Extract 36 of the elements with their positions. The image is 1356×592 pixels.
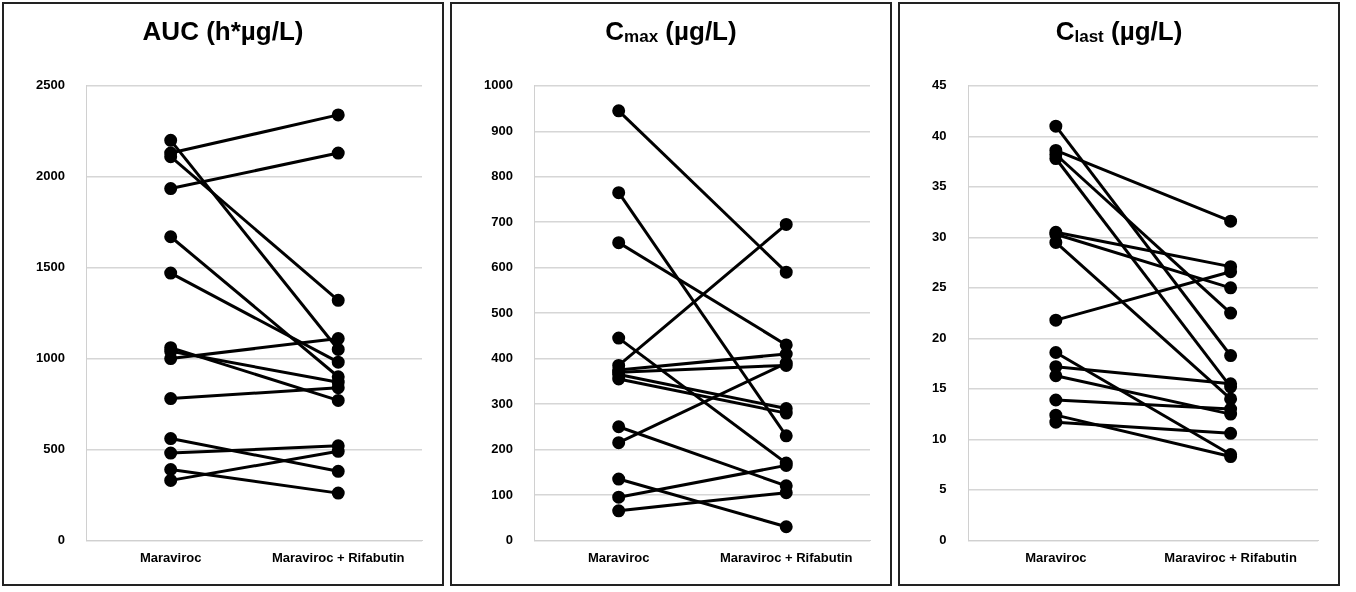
y-tick-label: 0 — [505, 531, 513, 547]
y-tick-label: 800 — [491, 168, 513, 184]
y-tick-label: 35 — [931, 178, 947, 194]
y-tick-label: 25 — [931, 279, 947, 295]
y-tick-label: 1000 — [36, 350, 65, 366]
y-tick-label: 500 — [43, 441, 65, 457]
y-tick-label: 500 — [491, 304, 513, 320]
y-tick-label: 1500 — [36, 259, 65, 275]
y-tick-label: 5 — [939, 481, 947, 497]
y-tick-label: 40 — [931, 127, 947, 143]
y-tick-label: 700 — [491, 213, 513, 229]
y-tick-label: 30 — [931, 228, 947, 244]
y-tick-label: 20 — [931, 329, 947, 345]
y-tick-label: 15 — [931, 380, 947, 396]
y-tick-label: 1000 — [484, 77, 513, 93]
x-tick-label: Maraviroc + Rifabutin — [271, 549, 405, 565]
x-tick-label: Maraviroc — [139, 549, 202, 565]
y-tick-label: 600 — [491, 259, 513, 275]
chart-title: AUC (h*µg/L) — [141, 16, 305, 48]
x-tick-label: Maraviroc — [587, 549, 650, 565]
x-tick-label: Maraviroc — [1025, 549, 1087, 565]
y-tick-label: 0 — [57, 531, 65, 547]
y-tick-label: 0 — [939, 531, 947, 547]
y-tick-label: 300 — [491, 395, 513, 411]
chart-title: C$_{last}$ (µg/L) — [1054, 16, 1184, 48]
y-tick-label: 200 — [491, 441, 513, 457]
y-tick-label: 100 — [491, 486, 513, 502]
x-tick-label: Maraviroc + Rifabutin — [719, 549, 853, 565]
x-tick-label: Maraviroc + Rifabutin — [1164, 549, 1297, 565]
chart-title: C$_{max}$ (µg/L) — [604, 16, 738, 48]
y-tick-label: 2500 — [36, 77, 65, 93]
y-tick-label: 2000 — [36, 168, 65, 184]
y-tick-label: 900 — [491, 122, 513, 138]
y-tick-label: 45 — [931, 77, 947, 93]
y-tick-label: 400 — [491, 350, 513, 366]
y-tick-label: 10 — [931, 430, 947, 446]
